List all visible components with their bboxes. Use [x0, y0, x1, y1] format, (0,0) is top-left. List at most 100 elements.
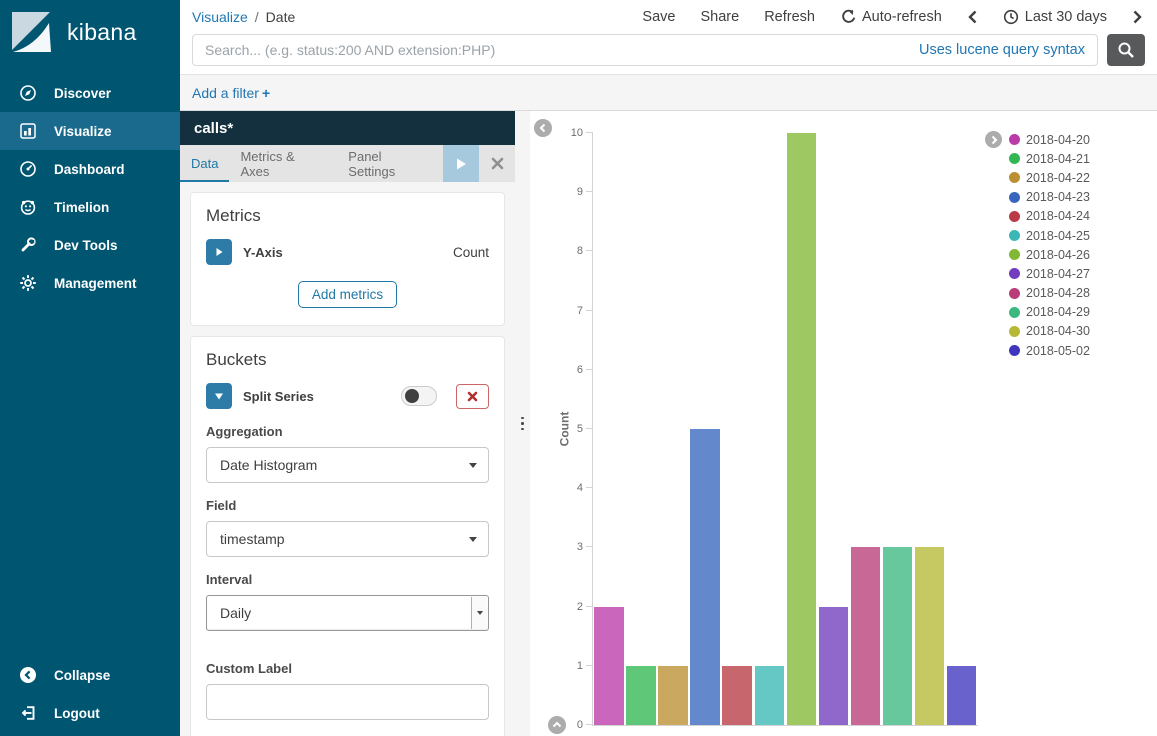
- legend-item-2018-04-21[interactable]: 2018-04-21: [1009, 149, 1090, 168]
- time-back-button[interactable]: [967, 9, 978, 25]
- legend-item-2018-04-28[interactable]: 2018-04-28: [1009, 284, 1090, 303]
- collapse-split-series-button[interactable]: [206, 383, 232, 409]
- y-axis-row[interactable]: Y-Axis Count: [206, 239, 489, 265]
- sidebar-item-label: Dashboard: [54, 161, 125, 177]
- collapse-bottom-chevron-button[interactable]: [548, 716, 566, 734]
- auto-refresh-button[interactable]: Auto-refresh: [840, 9, 942, 25]
- aggregation-select[interactable]: Date Histogram: [206, 447, 489, 483]
- search-input[interactable]: [205, 42, 909, 58]
- sidebar-collapse-button[interactable]: Collapse: [0, 656, 180, 694]
- field-select[interactable]: timestamp: [206, 521, 489, 557]
- legend-dot: [1009, 268, 1020, 280]
- sidebar-item-visualize[interactable]: Visualize: [0, 112, 180, 150]
- legend-item-2018-05-02[interactable]: 2018-05-02: [1009, 341, 1090, 360]
- add-filter-button[interactable]: Add a filter +: [192, 84, 271, 101]
- legend-item-2018-04-27[interactable]: 2018-04-27: [1009, 264, 1090, 283]
- sidebar-item-dev-tools[interactable]: Dev Tools: [0, 226, 180, 264]
- remove-bucket-button[interactable]: [456, 383, 489, 409]
- bar-2018-04-22[interactable]: [658, 665, 688, 725]
- sidebar-item-label: Visualize: [54, 123, 112, 139]
- bar-2018-04-27[interactable]: [818, 606, 849, 725]
- vis-title: calls*: [194, 119, 234, 137]
- breadcrumb-visualize-link[interactable]: Visualize: [192, 9, 248, 25]
- close-icon: [491, 157, 504, 170]
- legend-dot: [1009, 172, 1020, 184]
- expand-y-axis-button[interactable]: [206, 239, 232, 265]
- legend-label: 2018-04-27: [1026, 266, 1090, 281]
- collapse-circle-icon: [19, 666, 37, 684]
- sidebar-item-dashboard[interactable]: Dashboard: [0, 150, 180, 188]
- legend-item-2018-04-29[interactable]: 2018-04-29: [1009, 303, 1090, 322]
- chart-legend: 2018-04-20 2018-04-21 2018-04-22 2018-04-23…: [985, 130, 1090, 360]
- legend-item-2018-04-26[interactable]: 2018-04-26: [1009, 245, 1090, 264]
- sidebar-item-timelion[interactable]: Timelion: [0, 188, 180, 226]
- legend-item-2018-04-23[interactable]: 2018-04-23: [1009, 188, 1090, 207]
- y-axis-label: Y-Axis: [243, 244, 283, 260]
- chevron-down-icon: [469, 537, 477, 542]
- breadcrumb: Visualize / Date: [192, 9, 295, 25]
- save-button[interactable]: Save: [642, 9, 676, 25]
- gear-icon: [19, 274, 37, 292]
- legend-dot: [1009, 345, 1020, 357]
- buckets-heading: Buckets: [206, 350, 267, 369]
- lucene-syntax-link[interactable]: Uses lucene query syntax: [918, 42, 1085, 58]
- y-tick-mark: [586, 191, 593, 193]
- bar-2018-04-29[interactable]: [882, 547, 913, 725]
- custom-label-input[interactable]: [206, 684, 489, 720]
- timelion-face-icon: [19, 198, 37, 216]
- disable-bucket-toggle[interactable]: [401, 386, 437, 406]
- legend-item-2018-04-30[interactable]: 2018-04-30: [1009, 322, 1090, 341]
- bar-2018-04-28[interactable]: [850, 547, 881, 725]
- panel-resizer-handle[interactable]: [515, 111, 530, 736]
- bars-container: [593, 133, 978, 725]
- legend-dot: [1009, 210, 1020, 222]
- legend-dot: [1009, 153, 1020, 165]
- wrench-icon: [19, 236, 37, 254]
- legend-dot: [1009, 306, 1020, 318]
- sidebar-item-discover[interactable]: Discover: [0, 74, 180, 112]
- tab-panel-settings[interactable]: Panel Settings: [348, 148, 396, 179]
- tab-metrics-axes[interactable]: Metrics & Axes: [240, 148, 295, 179]
- bar-2018-04-20[interactable]: [594, 606, 624, 725]
- legend-item-2018-04-25[interactable]: 2018-04-25: [1009, 226, 1090, 245]
- add-metrics-button[interactable]: Add metrics: [297, 281, 398, 308]
- custom-label-label: Custom Label: [206, 661, 292, 676]
- y-tick-mark: [586, 250, 593, 252]
- bar-2018-04-25[interactable]: [754, 665, 784, 725]
- share-button[interactable]: Share: [700, 9, 740, 25]
- discard-changes-button[interactable]: [479, 145, 515, 182]
- search-button[interactable]: [1107, 34, 1145, 66]
- sidebar-logout-button[interactable]: Logout: [0, 694, 180, 732]
- plus-icon: +: [261, 84, 271, 101]
- legend-label: 2018-04-29: [1026, 305, 1090, 320]
- refresh-button[interactable]: Refresh: [764, 9, 815, 25]
- bar-2018-04-21[interactable]: [626, 665, 656, 725]
- bar-2018-04-30[interactable]: [914, 547, 945, 725]
- legend-item-2018-04-24[interactable]: 2018-04-24: [1009, 207, 1090, 226]
- tab-data[interactable]: Data: [180, 145, 229, 182]
- bar-2018-04-23[interactable]: [690, 429, 720, 725]
- split-series-row[interactable]: Split Series: [206, 383, 489, 409]
- collapse-editor-chevron-button[interactable]: [534, 119, 552, 137]
- collapse-legend-chevron-button[interactable]: [985, 131, 1002, 148]
- time-forward-button[interactable]: [1132, 9, 1143, 25]
- kibana-logo[interactable]: kibana: [0, 0, 180, 64]
- interval-label: Interval: [206, 572, 253, 587]
- search-icon: [1117, 41, 1135, 59]
- legend-item-2018-04-20[interactable]: 2018-04-20: [1009, 130, 1090, 149]
- y-tick-label: 3: [576, 541, 583, 554]
- interval-select[interactable]: Daily: [206, 595, 489, 631]
- time-range-button[interactable]: Last 30 days: [1003, 9, 1107, 25]
- sidebar-bottom: Collapse Logout: [0, 656, 180, 736]
- main-area: Visualize / Date Save Share Refresh Auto…: [180, 0, 1157, 736]
- sidebar-item-management[interactable]: Management: [0, 264, 180, 302]
- bar-2018-04-26[interactable]: [786, 133, 817, 725]
- bar-2018-05-02[interactable]: [947, 665, 977, 725]
- visualization-canvas: Count 0 1 2 3 4 5 6 7 8 9 10 2018-04-20 2018-04-21 2…: [530, 111, 1157, 736]
- bar-2018-04-24[interactable]: [722, 665, 752, 725]
- y-tick-mark: [586, 428, 593, 429]
- apply-changes-button[interactable]: [443, 145, 479, 182]
- legend-item-2018-04-22[interactable]: 2018-04-22: [1009, 168, 1090, 187]
- y-tick-label: 9: [576, 186, 583, 199]
- legend-dot: [1009, 230, 1020, 242]
